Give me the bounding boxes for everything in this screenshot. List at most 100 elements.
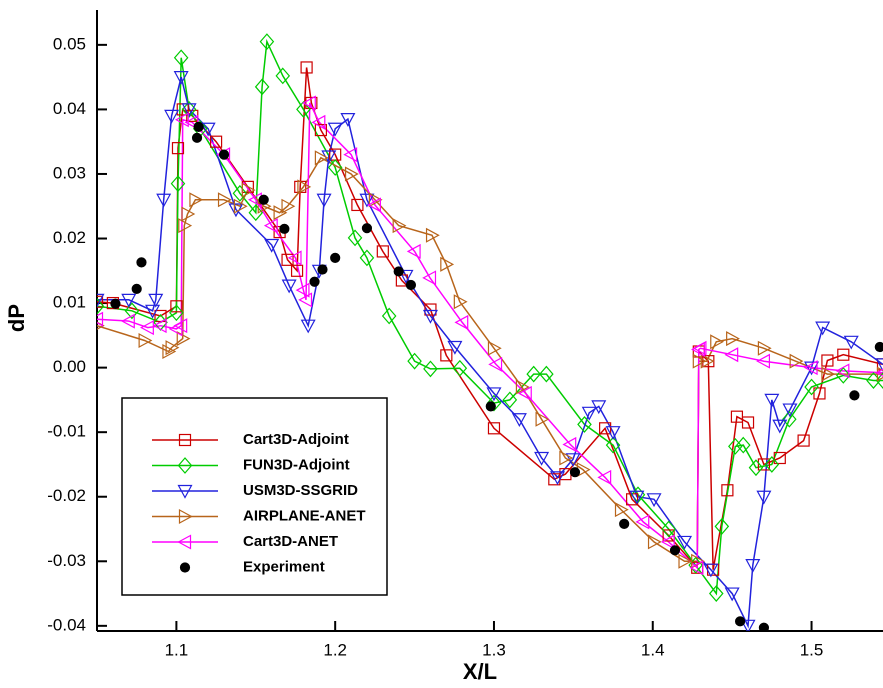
data-point bbox=[815, 321, 831, 336]
data-point bbox=[264, 238, 280, 253]
y-tick-label: -0.01 bbox=[47, 422, 86, 441]
data-point bbox=[692, 340, 707, 356]
data-point bbox=[361, 223, 373, 234]
data-point bbox=[782, 403, 798, 418]
data-point bbox=[368, 192, 383, 208]
data-point bbox=[562, 436, 577, 452]
data-point bbox=[359, 249, 375, 267]
data-point bbox=[290, 264, 304, 277]
data-point bbox=[875, 372, 883, 389]
data-point bbox=[692, 353, 707, 369]
data-point bbox=[837, 348, 850, 361]
data-point bbox=[169, 304, 184, 322]
data-point bbox=[162, 343, 177, 359]
data-point bbox=[393, 266, 404, 277]
data-point bbox=[515, 379, 530, 395]
legend-marker bbox=[177, 534, 192, 550]
data-point bbox=[140, 320, 154, 336]
data-point bbox=[171, 142, 185, 155]
data-point bbox=[748, 459, 764, 477]
data-point bbox=[279, 223, 290, 234]
legend-label: FUN3D-Adjoint bbox=[243, 456, 350, 473]
data-point bbox=[764, 393, 780, 408]
data-point bbox=[629, 490, 645, 505]
data-point bbox=[764, 456, 780, 473]
data-point bbox=[724, 587, 740, 602]
x-tick-label: 1.5 bbox=[800, 640, 824, 659]
data-point bbox=[422, 309, 438, 324]
data-point bbox=[424, 303, 437, 316]
data-point bbox=[148, 293, 164, 308]
data-point bbox=[669, 545, 681, 556]
data-point bbox=[605, 436, 621, 454]
data-point bbox=[176, 331, 191, 347]
data-point bbox=[97, 297, 105, 315]
data-point bbox=[254, 78, 270, 96]
legend-marker bbox=[178, 433, 192, 447]
plot-area bbox=[97, 33, 883, 631]
data-point bbox=[724, 347, 739, 363]
x-tick-label: 1.2 bbox=[323, 640, 347, 659]
data-point bbox=[298, 292, 313, 308]
data-point bbox=[677, 535, 693, 550]
data-point bbox=[275, 67, 291, 85]
data-point bbox=[440, 349, 453, 362]
data-point bbox=[305, 96, 318, 110]
y-tick-label: -0.02 bbox=[47, 486, 86, 505]
data-point bbox=[453, 294, 468, 310]
data-point bbox=[835, 363, 850, 379]
data-point bbox=[745, 559, 761, 573]
data-point bbox=[597, 469, 612, 485]
data-point bbox=[138, 333, 153, 349]
data-point bbox=[487, 340, 502, 356]
data-point bbox=[581, 406, 597, 421]
data-point bbox=[721, 484, 734, 497]
data-point bbox=[539, 365, 554, 383]
data-point bbox=[241, 182, 256, 198]
data-point bbox=[797, 434, 810, 447]
data-point bbox=[803, 360, 818, 376]
data-point bbox=[875, 358, 883, 373]
data-point bbox=[398, 269, 414, 284]
data-point bbox=[281, 198, 296, 214]
data-point bbox=[173, 71, 189, 85]
data-point bbox=[422, 270, 437, 286]
data-point bbox=[700, 353, 715, 369]
data-point bbox=[376, 245, 389, 258]
data-point bbox=[173, 318, 188, 334]
data-point bbox=[193, 121, 204, 132]
data-point bbox=[309, 276, 320, 287]
data-point bbox=[710, 334, 725, 350]
y-tick-label: -0.03 bbox=[47, 551, 86, 570]
data-point bbox=[300, 61, 313, 74]
series-line bbox=[97, 67, 883, 570]
data-point bbox=[174, 112, 189, 128]
y-tick-label: 0.04 bbox=[53, 99, 86, 118]
data-point bbox=[258, 194, 269, 205]
data-point bbox=[849, 390, 860, 401]
data-point bbox=[281, 279, 297, 294]
data-point bbox=[259, 33, 275, 51]
y-tick-label: 0.01 bbox=[53, 293, 86, 312]
data-point bbox=[233, 198, 248, 214]
x-tick-label: 1.3 bbox=[482, 640, 506, 659]
data-point bbox=[757, 458, 771, 471]
data-point bbox=[440, 256, 455, 272]
data-point bbox=[317, 264, 328, 275]
data-point bbox=[619, 518, 630, 529]
data-point bbox=[635, 514, 650, 530]
data-point bbox=[772, 419, 788, 434]
legend-marker bbox=[178, 508, 193, 525]
data-point bbox=[526, 365, 541, 383]
data-point bbox=[209, 135, 223, 148]
data-point bbox=[728, 437, 743, 455]
data-point bbox=[343, 147, 358, 163]
data-point bbox=[726, 331, 740, 347]
data-point bbox=[646, 493, 662, 508]
data-point bbox=[734, 616, 746, 627]
data-point bbox=[534, 451, 550, 466]
legend-label: Experiment bbox=[243, 558, 325, 575]
data-point bbox=[804, 361, 820, 376]
